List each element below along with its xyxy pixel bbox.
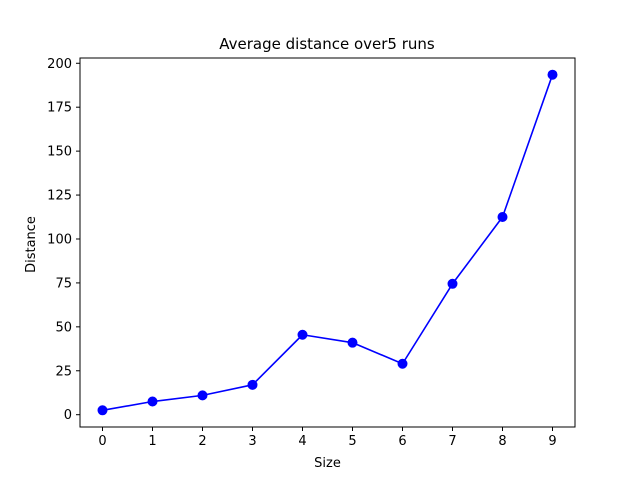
data-point: [97, 405, 108, 416]
y-tick-label: 150: [47, 145, 72, 160]
y-tick-label: 200: [47, 57, 72, 72]
data-point: [547, 69, 558, 80]
y-tick-label: 75: [55, 276, 72, 291]
x-tick-label: 7: [448, 434, 456, 449]
x-axis-ticks: 0 1 2 3 4 5 6 7 8 9: [98, 427, 557, 449]
series-line: [102, 74, 554, 412]
x-tick-label: 3: [248, 434, 256, 449]
y-axis-label: Distance: [24, 216, 39, 273]
x-tick-label: 4: [298, 434, 306, 449]
data-point: [297, 329, 308, 340]
y-tick-label: 100: [47, 232, 72, 247]
axes-frame: [79, 57, 576, 428]
x-tick-label: 0: [98, 434, 106, 449]
x-tick-label: 1: [148, 434, 156, 449]
x-tick-label: 6: [398, 434, 406, 449]
data-point: [447, 278, 458, 289]
data-point: [147, 396, 158, 407]
x-tick-label: 5: [348, 434, 356, 449]
y-tick-label: 50: [55, 320, 72, 335]
x-tick-label: 9: [548, 434, 556, 449]
y-tick-label: 175: [47, 101, 72, 116]
y-axis-ticks: 0 25 50 75 100 125 150 175 200: [47, 57, 80, 423]
data-point: [347, 337, 358, 348]
y-tick-label: 125: [47, 189, 72, 204]
data-point: [397, 358, 408, 369]
x-axis-label: Size: [314, 456, 341, 471]
chart-title: Average distance over5 runs: [219, 35, 435, 53]
y-tick-label: 0: [64, 408, 72, 423]
data-point: [247, 379, 258, 390]
x-tick-label: 2: [198, 434, 206, 449]
data-point: [197, 390, 208, 401]
plot-area: [79, 57, 576, 428]
x-tick-label: 8: [498, 434, 506, 449]
data-point: [497, 212, 508, 223]
y-tick-label: 25: [55, 364, 72, 379]
